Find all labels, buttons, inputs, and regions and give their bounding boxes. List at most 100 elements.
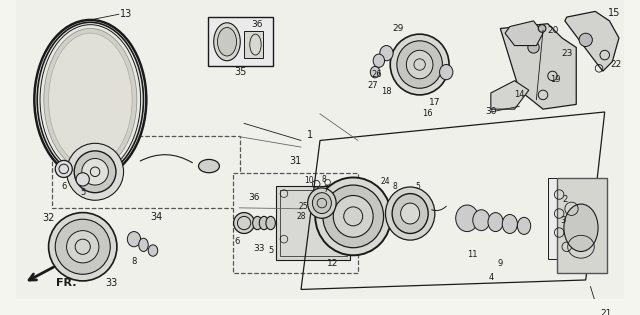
Ellipse shape bbox=[385, 187, 435, 240]
Text: 12: 12 bbox=[326, 259, 338, 268]
Bar bbox=[548, 178, 591, 259]
Text: 17: 17 bbox=[429, 98, 440, 107]
Ellipse shape bbox=[316, 177, 391, 255]
Ellipse shape bbox=[49, 33, 132, 166]
Text: 22: 22 bbox=[611, 60, 621, 69]
Text: 18: 18 bbox=[381, 87, 392, 96]
Ellipse shape bbox=[579, 33, 593, 47]
Ellipse shape bbox=[528, 42, 540, 53]
Ellipse shape bbox=[67, 143, 124, 200]
Bar bbox=[233, 173, 358, 273]
Ellipse shape bbox=[488, 213, 503, 232]
Ellipse shape bbox=[564, 204, 598, 251]
Ellipse shape bbox=[371, 66, 380, 78]
Ellipse shape bbox=[74, 151, 116, 193]
Ellipse shape bbox=[323, 185, 383, 248]
Text: 6: 6 bbox=[61, 182, 67, 192]
Ellipse shape bbox=[49, 213, 117, 281]
Text: FR.: FR. bbox=[56, 278, 77, 288]
Ellipse shape bbox=[392, 194, 428, 233]
Text: 25: 25 bbox=[298, 203, 308, 211]
Text: 20: 20 bbox=[548, 26, 559, 35]
Text: 21: 21 bbox=[600, 309, 611, 315]
Text: 35: 35 bbox=[234, 67, 246, 77]
Ellipse shape bbox=[148, 245, 157, 256]
Ellipse shape bbox=[234, 213, 255, 233]
Text: 11: 11 bbox=[467, 250, 477, 259]
Bar bbox=[557, 178, 607, 273]
Text: 4: 4 bbox=[488, 272, 493, 282]
Ellipse shape bbox=[333, 196, 373, 237]
Text: 24: 24 bbox=[381, 177, 390, 186]
Text: 23: 23 bbox=[561, 49, 572, 58]
Ellipse shape bbox=[373, 54, 385, 67]
Ellipse shape bbox=[397, 41, 442, 88]
Text: 1: 1 bbox=[307, 130, 314, 140]
Text: 33: 33 bbox=[105, 278, 117, 288]
Text: 32: 32 bbox=[42, 213, 55, 223]
Ellipse shape bbox=[312, 193, 332, 214]
Ellipse shape bbox=[214, 23, 240, 61]
Text: 2: 2 bbox=[562, 195, 568, 204]
Ellipse shape bbox=[218, 27, 237, 56]
Polygon shape bbox=[491, 81, 529, 109]
Text: 31: 31 bbox=[289, 156, 301, 166]
Text: 27: 27 bbox=[368, 81, 378, 90]
Ellipse shape bbox=[517, 217, 531, 234]
Text: 5: 5 bbox=[268, 246, 273, 255]
Ellipse shape bbox=[253, 216, 262, 230]
Ellipse shape bbox=[259, 216, 269, 230]
Ellipse shape bbox=[308, 188, 336, 218]
Ellipse shape bbox=[440, 65, 453, 80]
Text: 34: 34 bbox=[150, 212, 163, 222]
Text: 16: 16 bbox=[422, 109, 433, 118]
Ellipse shape bbox=[67, 231, 99, 263]
Text: 29: 29 bbox=[392, 24, 403, 33]
Text: 19: 19 bbox=[550, 75, 561, 84]
Text: 10: 10 bbox=[304, 176, 314, 185]
Ellipse shape bbox=[44, 28, 137, 171]
Ellipse shape bbox=[127, 232, 141, 247]
Text: 30: 30 bbox=[485, 107, 497, 117]
Text: 7: 7 bbox=[323, 185, 328, 194]
Ellipse shape bbox=[406, 50, 433, 79]
Text: 26: 26 bbox=[372, 70, 382, 78]
Polygon shape bbox=[500, 24, 576, 109]
Polygon shape bbox=[565, 11, 619, 71]
Ellipse shape bbox=[139, 238, 148, 251]
Text: 8: 8 bbox=[392, 182, 397, 192]
Text: 6: 6 bbox=[235, 237, 240, 246]
Bar bbox=[276, 186, 350, 260]
Bar bbox=[52, 136, 240, 208]
Text: 8: 8 bbox=[321, 175, 326, 184]
Ellipse shape bbox=[76, 173, 90, 186]
Ellipse shape bbox=[390, 34, 449, 95]
Text: 5: 5 bbox=[80, 188, 85, 197]
Text: 13: 13 bbox=[120, 9, 132, 19]
Ellipse shape bbox=[35, 20, 147, 179]
Text: 15: 15 bbox=[608, 8, 620, 18]
Text: 36: 36 bbox=[248, 193, 259, 202]
Ellipse shape bbox=[380, 46, 393, 61]
Ellipse shape bbox=[538, 25, 546, 32]
Bar bbox=[280, 190, 347, 256]
Text: 14: 14 bbox=[514, 90, 525, 100]
Text: 9: 9 bbox=[498, 259, 503, 268]
Text: 8: 8 bbox=[131, 257, 137, 266]
Ellipse shape bbox=[473, 210, 490, 231]
Polygon shape bbox=[505, 21, 543, 46]
Ellipse shape bbox=[55, 160, 72, 177]
Text: 33: 33 bbox=[253, 244, 265, 253]
Ellipse shape bbox=[401, 203, 420, 224]
Text: 36: 36 bbox=[252, 20, 263, 29]
Bar bbox=[244, 31, 263, 58]
Ellipse shape bbox=[82, 158, 108, 185]
Ellipse shape bbox=[198, 159, 220, 173]
Text: 5: 5 bbox=[415, 182, 420, 192]
Ellipse shape bbox=[55, 219, 110, 274]
Ellipse shape bbox=[502, 215, 517, 233]
Ellipse shape bbox=[456, 205, 479, 232]
Text: 3: 3 bbox=[560, 216, 566, 225]
Text: 28: 28 bbox=[296, 212, 306, 221]
Bar bbox=[208, 17, 273, 66]
